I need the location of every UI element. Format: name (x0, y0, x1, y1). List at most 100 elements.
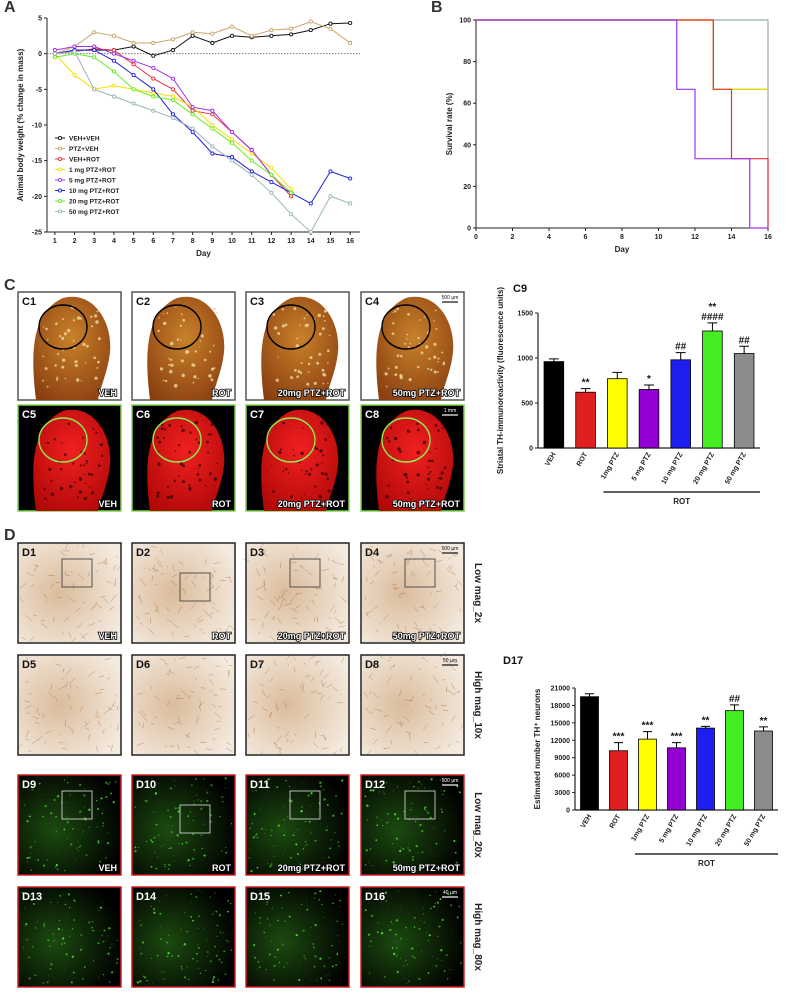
tissue-spot (80, 380, 82, 382)
fluor-spot (102, 825, 104, 827)
tissue-spot (169, 495, 174, 499)
fluor-spot (47, 939, 50, 942)
fiber (71, 677, 76, 682)
tissue-spot (66, 328, 71, 333)
fluor-spot (372, 789, 375, 792)
fluor-spot (24, 804, 26, 806)
fluor-spot (413, 956, 416, 959)
tissue-spot (173, 479, 177, 483)
tissue-spot (196, 473, 200, 476)
fluor-spot (333, 927, 334, 929)
fluor-spot (397, 817, 400, 820)
tissue-spot (46, 385, 49, 388)
fluor-spot (411, 859, 414, 861)
fiber (313, 617, 316, 622)
point (170, 115, 176, 120)
fluor-spot (422, 907, 424, 909)
fluor-spot (375, 839, 378, 841)
panel-title: B (431, 0, 443, 16)
tissue-spot (179, 462, 184, 466)
tissue-spot (320, 421, 324, 425)
fluor-spot (189, 811, 192, 813)
fiber (98, 620, 101, 622)
fluor-spot (395, 947, 398, 950)
fluor-spot (169, 815, 172, 819)
fluor-spot (79, 783, 82, 786)
tissue-spot (42, 326, 45, 328)
fiber (24, 700, 31, 703)
fiber (34, 564, 38, 572)
fluor-spot (282, 944, 284, 946)
tissue-spot (85, 459, 89, 463)
panel-caption: ROT (212, 499, 232, 509)
fluor-spot (92, 960, 95, 962)
fluor-spot (134, 846, 137, 849)
tissue-spot (306, 382, 310, 386)
tissue-spot (162, 379, 165, 382)
fiber (252, 701, 259, 704)
fluor-spot (154, 792, 158, 795)
fluor-spot (216, 924, 219, 927)
tissue-spot (169, 341, 174, 346)
fluor-spot (273, 964, 276, 967)
row-label: High mag_80x (472, 903, 483, 971)
fluor-spot (67, 955, 69, 957)
tissue-spot (435, 327, 438, 330)
fiber (194, 750, 201, 757)
fiber (385, 676, 392, 684)
tissue-spot (397, 447, 401, 451)
fluor-spot (281, 907, 283, 909)
fiber (201, 687, 206, 689)
panel-id: D8 (365, 659, 379, 671)
tissue-spot (61, 365, 65, 369)
tissue-spot (197, 441, 201, 444)
fluor-spot (198, 890, 200, 892)
bar (733, 353, 755, 449)
tissue-spot (299, 371, 303, 374)
tissue-spot (326, 423, 329, 426)
fiber (374, 570, 380, 577)
fluor-spot (136, 981, 139, 984)
fluor-spot (319, 785, 322, 788)
tissue-spot (272, 313, 276, 316)
fiber (450, 571, 456, 575)
panel-caption: 20mg PTZ+ROT (278, 388, 346, 398)
fiber (75, 607, 81, 612)
tissue (247, 888, 348, 986)
legend-marker (57, 209, 63, 214)
tissue (133, 544, 234, 642)
fluor-spot (156, 954, 159, 957)
point (249, 151, 254, 156)
fluor-spot (111, 971, 114, 974)
fiber (78, 573, 85, 581)
fluor-spot (195, 952, 198, 955)
fluor-spot (150, 839, 152, 842)
fiber (33, 705, 36, 707)
fluor-spot (314, 955, 317, 958)
tissue-spot (188, 484, 191, 487)
fiber (215, 665, 221, 667)
fluor-spot (218, 958, 221, 961)
tissue-spot (82, 342, 86, 347)
fluor-spot (174, 807, 177, 810)
fiber (183, 575, 189, 581)
fluor-spot (436, 855, 438, 857)
tissue-spot (100, 454, 104, 458)
fluor-spot (278, 966, 280, 968)
fiber (392, 587, 400, 590)
fluor-spot (116, 962, 118, 964)
tissue-spot (197, 377, 199, 380)
fiber (67, 694, 71, 700)
fluor-spot (313, 922, 315, 924)
tissue-spot (326, 474, 329, 477)
fluor-spot (292, 942, 294, 943)
tissue-spot (406, 429, 411, 433)
fluor-spot (299, 963, 301, 965)
fiber (144, 612, 150, 615)
fluor-spot (47, 930, 49, 932)
fluor-spot (369, 972, 371, 974)
fluor-spot (310, 927, 312, 928)
tissue-spot (198, 464, 202, 467)
fluor-spot (206, 791, 209, 794)
point (190, 108, 195, 113)
